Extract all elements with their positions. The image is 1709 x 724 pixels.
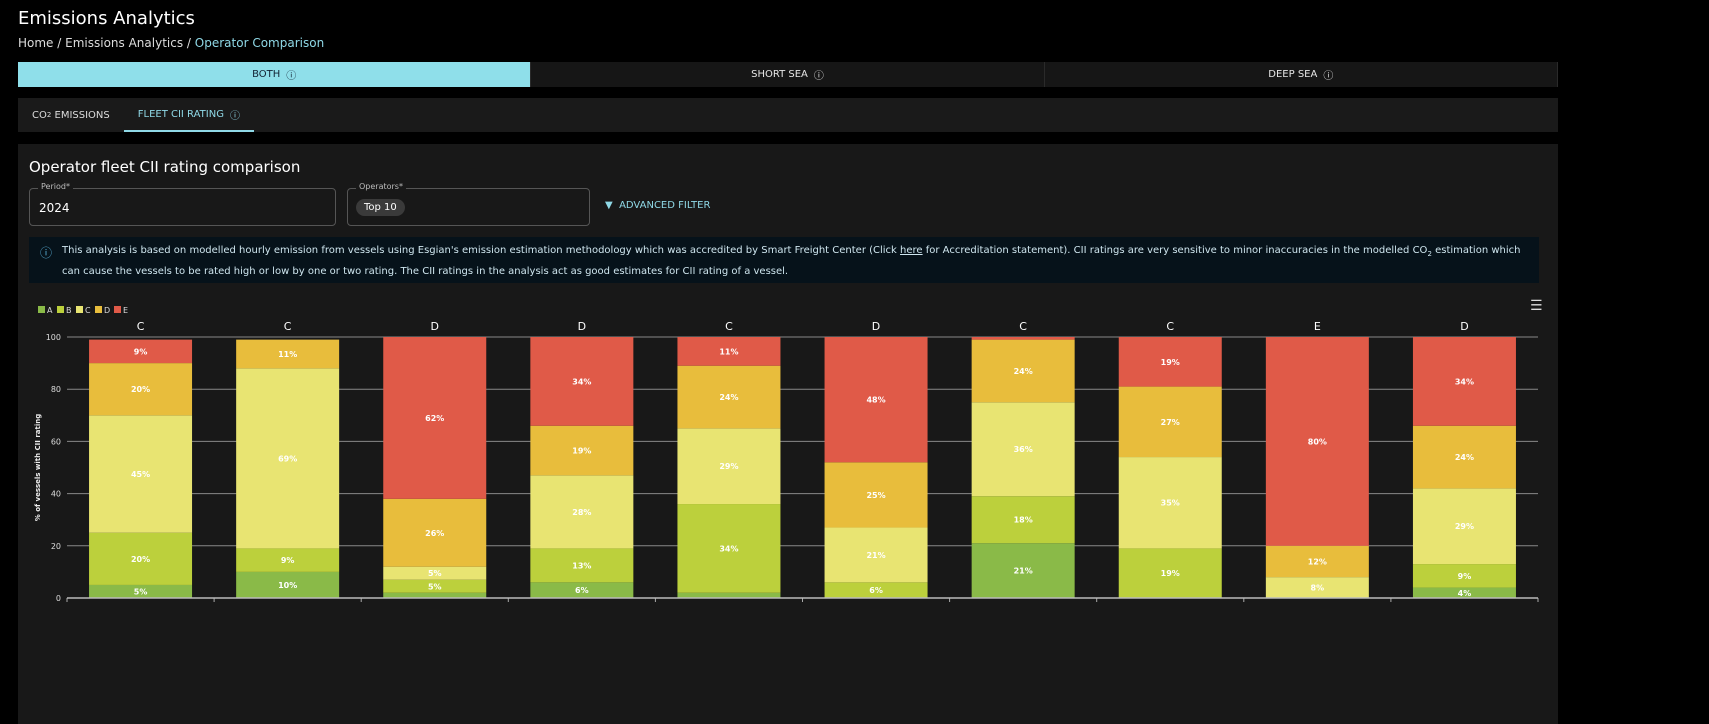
period-value: 2024 — [39, 201, 70, 215]
tab-label: FLEET CII RATING — [137, 108, 224, 120]
help-icon[interactable]: ⓘ — [229, 110, 240, 122]
advanced-filter-button[interactable]: ▼ ADVANCED FILTER — [605, 200, 710, 211]
tab-bar: CO 2 EMISSIONS FLEET CII RATING ⓘ — [18, 98, 1558, 132]
segment-both[interactable]: BOTH ⓘ — [18, 62, 532, 87]
info-text-part: This analysis is based on modelled hourl… — [62, 245, 901, 256]
tab-label: EMISSIONS — [51, 109, 110, 121]
period-field[interactable]: Period* 2024 — [29, 182, 336, 226]
info-banner: ⓘ This analysis is based on modelled hou… — [29, 237, 1539, 283]
help-icon[interactable]: ⓘ — [1323, 71, 1334, 82]
operators-field[interactable]: Operators* Top 10 — [347, 182, 590, 226]
breadcrumb-separator: / — [57, 36, 62, 50]
info-icon: ⓘ — [40, 246, 53, 260]
info-text-part: for Accreditation statement). CII rating… — [922, 245, 1428, 256]
segment-deep-sea[interactable]: DEEP SEA ⓘ — [1045, 62, 1558, 87]
segment-label: SHORT SEA — [751, 69, 808, 80]
tab-label: CO — [32, 109, 47, 121]
segment-label: DEEP SEA — [1268, 69, 1318, 80]
info-text-part: estimation which can cause the vessels t… — [62, 245, 1521, 277]
tab-label-sub: 2 — [46, 111, 52, 119]
operators-chip[interactable]: Top 10 — [356, 199, 405, 216]
tab-co2-emissions[interactable]: CO 2 EMISSIONS — [18, 98, 124, 132]
breadcrumb: Home / Emissions Analytics / Operator Co… — [18, 36, 324, 50]
breadcrumb-separator: / — [186, 36, 191, 50]
breadcrumb-home[interactable]: Home — [18, 36, 54, 50]
segment-short-sea[interactable]: SHORT SEA ⓘ — [531, 62, 1045, 87]
panel-title: Operator fleet CII rating comparison — [29, 158, 301, 176]
breadcrumb-current: Operator Comparison — [194, 36, 325, 50]
accreditation-link[interactable]: here — [900, 245, 923, 256]
help-icon[interactable]: ⓘ — [813, 71, 824, 82]
segment-label: BOTH — [252, 69, 281, 80]
info-text-sub: 2 — [1427, 250, 1432, 258]
advanced-filter-label: ADVANCED FILTER — [619, 200, 711, 211]
chart-menu-icon[interactable]: ☰ — [1530, 298, 1543, 314]
filter-icon: ▼ — [605, 200, 613, 211]
info-text: This analysis is based on modelled hourl… — [62, 242, 1527, 280]
tab-fleet-cii-rating[interactable]: FLEET CII RATING ⓘ — [123, 98, 254, 132]
page-title: Emissions Analytics — [18, 8, 195, 29]
period-label: Period* — [38, 182, 73, 191]
chart-panel: Operator fleet CII rating comparison Per… — [18, 144, 1558, 724]
operators-label: Operators* — [356, 182, 406, 191]
help-icon[interactable]: ⓘ — [286, 71, 297, 82]
breadcrumb-emissions[interactable]: Emissions Analytics — [65, 36, 184, 50]
sea-type-toggle: BOTH ⓘ SHORT SEA ⓘ DEEP SEA ⓘ — [18, 62, 1558, 87]
